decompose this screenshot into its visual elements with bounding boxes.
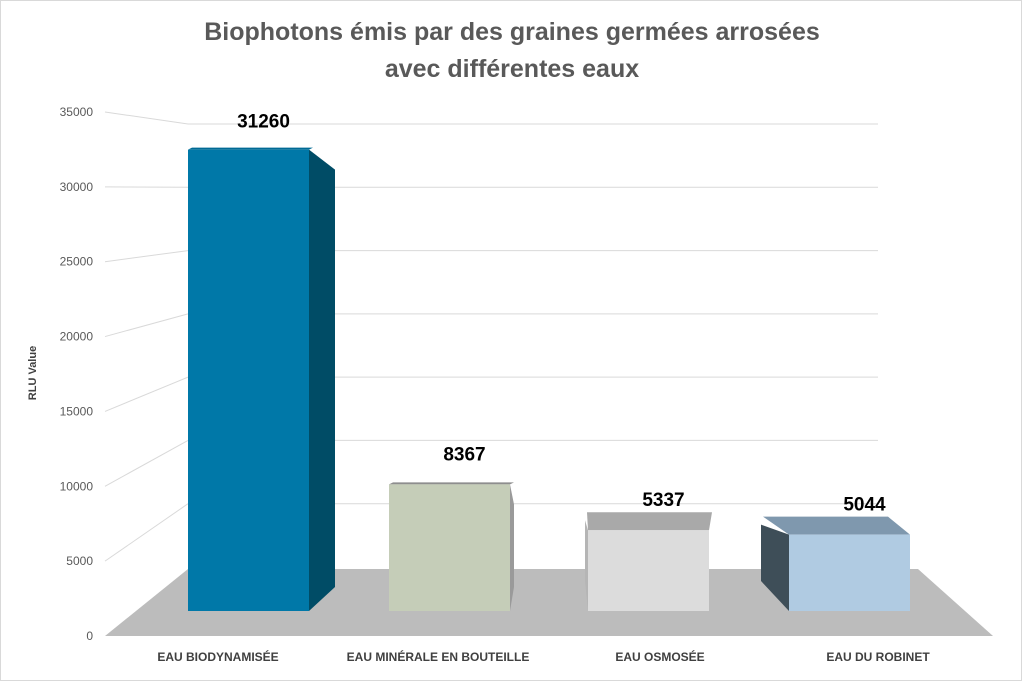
- data-label: 31260: [237, 112, 290, 133]
- y-axis-title: RLU Value: [27, 346, 39, 400]
- gridline-side: [104, 313, 189, 338]
- gridline-side: [104, 503, 189, 562]
- bar: [389, 484, 510, 611]
- bar: [789, 534, 910, 611]
- data-label: 5044: [843, 495, 886, 516]
- bar-layer: [188, 147, 910, 611]
- bar-top-face: [763, 516, 910, 535]
- x-tick-label: EAU DU ROBINET: [826, 650, 930, 664]
- bar-top-face: [389, 482, 514, 485]
- bar: [588, 530, 709, 611]
- y-tick-label: 15000: [60, 404, 94, 418]
- x-tick-label: EAU OSMOSÉE: [615, 649, 704, 664]
- y-tick-label: 5000: [66, 554, 93, 568]
- gridline-side: [104, 111, 189, 125]
- y-tick-label: 30000: [60, 180, 94, 194]
- y-tick-label: 10000: [60, 479, 94, 493]
- data-label: 5337: [642, 490, 684, 511]
- gridline-side: [104, 439, 189, 487]
- x-tick-label: EAU BIODYNAMISÉE: [157, 649, 278, 664]
- x-tick-label: EAU MINÉRALE EN BOUTEILLE: [347, 649, 530, 664]
- chart-title-line-2: avec différentes eaux: [385, 55, 639, 83]
- bar-top-face: [587, 512, 712, 531]
- bar: [188, 149, 309, 611]
- y-tick-label: 25000: [60, 255, 94, 269]
- gridline-side: [104, 376, 189, 412]
- bar-side-face: [510, 484, 514, 611]
- bar-top-face: [188, 147, 313, 150]
- chart-title-line-1: Biophotons émis par des graines germées …: [204, 18, 820, 46]
- bar-side-face: [585, 520, 588, 611]
- bar-side-face: [761, 524, 789, 611]
- bar-side-face: [309, 149, 335, 611]
- y-tick-label: 35000: [60, 105, 94, 119]
- gridline-side: [104, 250, 189, 263]
- y-tick-label: 20000: [60, 330, 94, 344]
- y-tick-label: 0: [86, 629, 93, 643]
- label-layer: 0 5000 10000 15000 20000 25000 30000 35000 31260…: [60, 105, 931, 664]
- data-label: 8367: [443, 444, 485, 465]
